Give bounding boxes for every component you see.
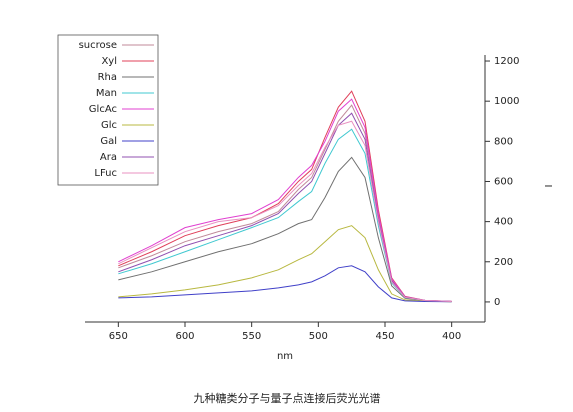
- series-line: [118, 90, 452, 302]
- legend-label: Ara: [100, 152, 117, 163]
- y-tick-label: 1000: [494, 96, 519, 107]
- series-line: [118, 104, 452, 302]
- x-tick-label: 400: [442, 331, 461, 342]
- x-tick-label: 500: [309, 331, 328, 342]
- y-tick-label: 200: [494, 257, 513, 268]
- legend-label: Gal: [100, 136, 117, 147]
- y-tick-label: 0: [494, 297, 500, 308]
- series-line: [118, 128, 452, 303]
- legend-label: GlcAc: [89, 104, 117, 115]
- legend-box: [57, 34, 159, 186]
- series-line: [118, 225, 452, 303]
- series-line: [118, 265, 452, 303]
- caption: 九种糖类分子与量子点连接后荧光光谱: [194, 391, 381, 405]
- x-tick-label: 450: [375, 331, 394, 342]
- series-line: [118, 98, 452, 302]
- x-axis-label: nm: [277, 351, 293, 362]
- legend-label: LFuc: [94, 168, 117, 179]
- x-tick-label: 600: [175, 331, 194, 342]
- legend-label: sucrose: [79, 40, 117, 51]
- y-tick-label: 400: [494, 217, 513, 228]
- legend-label: Man: [96, 88, 117, 99]
- x-tick-label: 550: [242, 331, 261, 342]
- legend-label: Rha: [98, 72, 117, 83]
- y-tick-label: 600: [494, 176, 513, 187]
- legend-label: Xyl: [101, 56, 117, 67]
- x-tick-label: 650: [109, 331, 128, 342]
- series-line: [118, 112, 452, 303]
- legend-label: Glc: [101, 120, 117, 131]
- y-axis-label: I: [542, 185, 553, 188]
- y-tick-label: 800: [494, 136, 513, 147]
- series-line: [118, 156, 452, 303]
- y-tick-label: 1200: [494, 56, 519, 67]
- series-line: [118, 120, 452, 303]
